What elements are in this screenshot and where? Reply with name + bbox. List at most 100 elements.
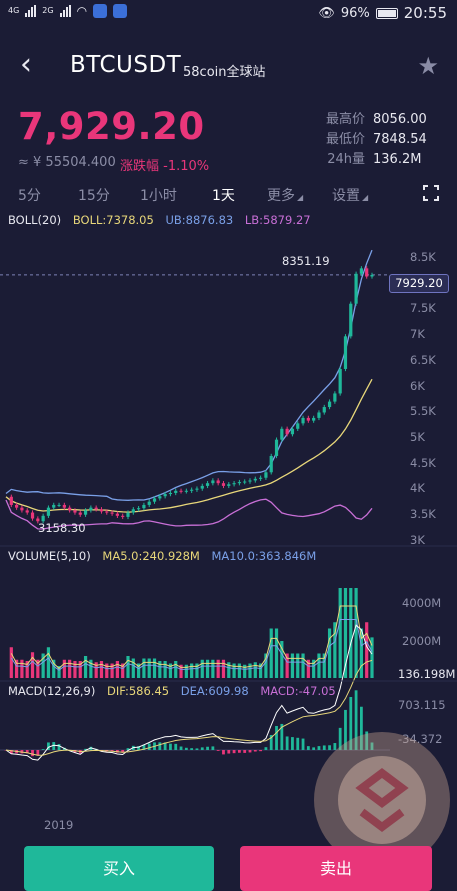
interval-tabs: 5分 15分 1小时 1天 更多 ◢ 设置 ◢ [0, 185, 457, 209]
macd-histogram-bar [264, 747, 268, 750]
candle-body [62, 504, 66, 508]
max-price-annotation: 8351.19 [282, 254, 330, 268]
candle-body [94, 507, 98, 510]
volume-bar [317, 653, 321, 678]
tab-1hour[interactable]: 1小时 [140, 188, 177, 204]
candle-body [200, 485, 204, 489]
candle-body [269, 455, 273, 473]
macd-histogram-bar [52, 742, 56, 750]
macd-histogram-bar [269, 735, 273, 750]
volume-bar [359, 628, 363, 678]
volume-bar [89, 659, 93, 678]
min-price-annotation: 3158.30 [38, 521, 86, 535]
volume-bar [200, 659, 204, 678]
boll-lower-band [5, 498, 373, 530]
volume-bar [99, 661, 104, 678]
tab-5min[interactable]: 5分 [18, 188, 41, 204]
volume-bar [115, 661, 119, 678]
macd-histogram-bar [121, 750, 125, 753]
volume-bar [94, 662, 98, 678]
macd-histogram-bar [25, 750, 29, 754]
volume-bar [370, 637, 374, 678]
volume-bar [121, 663, 125, 678]
macd-histogram-bar [163, 742, 167, 750]
tab-settings[interactable]: 设置 ◢ [332, 185, 368, 205]
volume-bar [190, 663, 194, 678]
price-axis-tick: 6.5K [410, 352, 436, 367]
volume-bar [280, 641, 284, 678]
wifi-icon: ◠ [76, 4, 88, 18]
volume-bar [131, 658, 135, 678]
volume-bar [285, 653, 289, 678]
macd-histogram-bar [57, 744, 61, 750]
candle-body [126, 512, 130, 517]
fullscreen-icon[interactable] [423, 185, 439, 201]
volume-bar [221, 659, 226, 678]
volume-ma10-line [10, 619, 373, 671]
macd-histogram-bar [9, 750, 13, 754]
volume-bar [142, 658, 146, 678]
candle-body [158, 496, 162, 499]
candle-body [354, 273, 358, 304]
candle-body [205, 483, 210, 486]
high-value: 8056.00 [373, 112, 427, 127]
volume-bar [15, 659, 19, 678]
status-left: 4G 2G ◠ [8, 4, 128, 18]
candle-body [163, 494, 167, 497]
macd-histogram-bar [216, 750, 220, 751]
macd-histogram-bar [259, 750, 263, 752]
macd-histogram-bar [195, 748, 199, 750]
candle-body [296, 423, 300, 429]
candle-body [317, 412, 321, 418]
kline-chart[interactable] [0, 228, 457, 838]
macd-histogram-bar [158, 742, 162, 750]
volume-bar [227, 662, 231, 678]
macd-histogram-bar [169, 743, 172, 750]
macd-histogram-bar [312, 747, 316, 750]
candle-body [83, 510, 88, 515]
volume-bar [41, 653, 45, 678]
macd-histogram-bar [296, 737, 300, 750]
volume-bar [73, 661, 77, 678]
change-value: -1.10% [163, 159, 210, 174]
macd-histogram-bar [47, 742, 50, 750]
macd-histogram-bar [227, 750, 231, 754]
candle-body [152, 498, 157, 502]
tab-more[interactable]: 更多 ◢ [267, 185, 303, 205]
favorite-star-icon[interactable]: ★ [417, 52, 439, 80]
status-bar: 4G 2G ◠ 👁 96% 20:55 [0, 0, 457, 26]
tab-15min[interactable]: 15分 [78, 188, 110, 204]
macd-histogram-bar [237, 750, 241, 753]
candle-body [301, 417, 305, 424]
buy-button[interactable]: 买入 [24, 846, 214, 891]
macd-histogram-bar [137, 746, 141, 750]
candle-body [137, 508, 141, 510]
tab-settings-label: 设置 [332, 188, 360, 204]
price-change: 涨跌幅 -1.10% [120, 155, 209, 174]
volume-bar [110, 663, 114, 678]
battery-percent: 96% [340, 5, 370, 21]
candle-body [190, 489, 194, 491]
watermark-logo-icon [314, 732, 450, 868]
candle-body [237, 482, 241, 484]
sell-button[interactable]: 卖出 [240, 846, 432, 891]
macd-histogram-bar [211, 746, 215, 750]
candle-body [168, 492, 173, 495]
back-arrow-icon[interactable]: ‹ [20, 47, 32, 82]
volume-bar [301, 653, 305, 678]
volume-bar [365, 622, 369, 678]
macd-histogram-bar [126, 748, 130, 750]
macd-histogram-bar [232, 750, 236, 754]
tab-more-label: 更多 [267, 188, 295, 204]
change-label: 涨跌幅 [120, 159, 160, 174]
volume-axis-4000: 4000M [402, 596, 442, 610]
candle-body [121, 515, 125, 517]
volume-bar [237, 663, 241, 678]
volume-bar [147, 658, 151, 678]
tab-1day[interactable]: 1天 [212, 188, 235, 204]
volume-bar [259, 663, 263, 678]
eye-icon: 👁 [318, 5, 335, 21]
macd-histogram-bar [174, 743, 178, 750]
macd-histogram-bar [184, 747, 188, 750]
candle-body [142, 504, 146, 509]
